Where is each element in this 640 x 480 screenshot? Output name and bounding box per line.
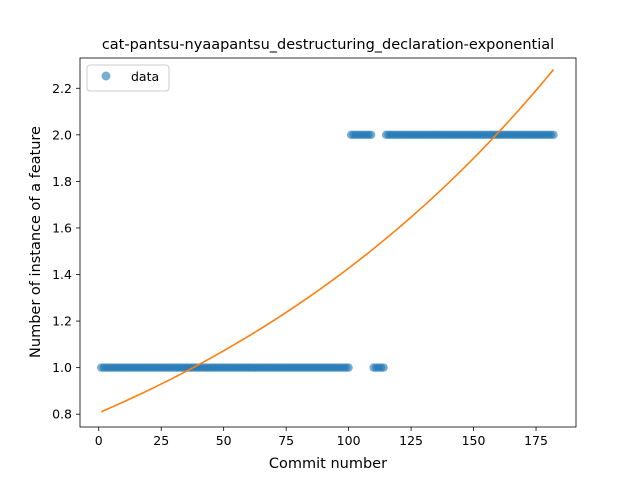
x-tick-label: 175 (524, 433, 548, 448)
y-tick-label: 1.4 (52, 267, 72, 282)
y-tick-label: 1.0 (52, 360, 72, 375)
legend-marker (102, 72, 111, 81)
legend-label: data (131, 69, 159, 84)
legend: data (87, 65, 169, 91)
x-tick-label: 0 (95, 433, 103, 448)
x-tick-label: 75 (278, 433, 294, 448)
y-tick-label: 1.2 (52, 314, 72, 329)
data-point (367, 131, 375, 139)
y-tick-label: 0.8 (52, 407, 72, 422)
x-tick-label: 25 (153, 433, 169, 448)
x-tick-label: 100 (337, 433, 361, 448)
y-tick-label: 1.8 (52, 174, 72, 189)
y-axis-label: Number of instance of a feature (28, 126, 44, 358)
data-point (344, 363, 352, 371)
x-axis-label: Commit number (269, 456, 387, 472)
x-tick-label: 50 (216, 433, 232, 448)
x-tick-label: 150 (462, 433, 486, 448)
x-tick-label: 125 (399, 433, 423, 448)
data-point (379, 363, 387, 371)
y-tick-label: 2.2 (52, 81, 72, 96)
chart-title: cat-pantsu-nyaapantsu_destructuring_decl… (102, 37, 554, 53)
data-point (549, 131, 557, 139)
y-tick-label: 2.0 (52, 127, 72, 142)
y-tick-label: 1.6 (52, 220, 72, 235)
